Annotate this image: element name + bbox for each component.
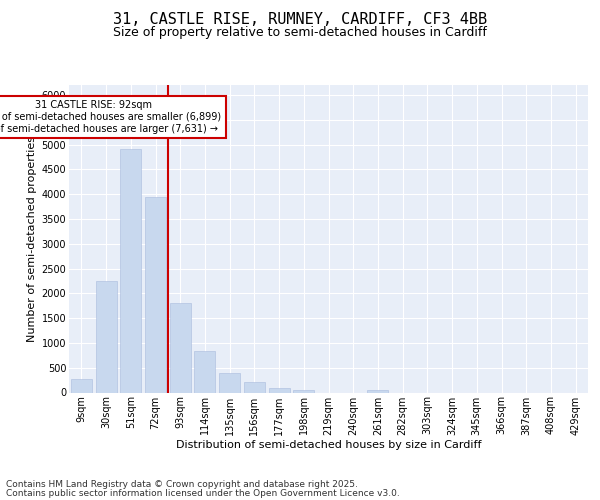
Bar bbox=[145, 196, 166, 392]
Bar bbox=[120, 150, 141, 392]
Bar bbox=[95, 281, 116, 392]
Bar bbox=[293, 390, 314, 392]
Y-axis label: Number of semi-detached properties: Number of semi-detached properties bbox=[28, 136, 37, 342]
Bar bbox=[71, 379, 92, 392]
Bar bbox=[367, 390, 388, 392]
Text: 31, CASTLE RISE, RUMNEY, CARDIFF, CF3 4BB: 31, CASTLE RISE, RUMNEY, CARDIFF, CF3 4B… bbox=[113, 12, 487, 28]
Text: Contains HM Land Registry data © Crown copyright and database right 2025.: Contains HM Land Registry data © Crown c… bbox=[6, 480, 358, 489]
Text: Size of property relative to semi-detached houses in Cardiff: Size of property relative to semi-detach… bbox=[113, 26, 487, 39]
Text: 31 CASTLE RISE: 92sqm
← 47% of semi-detached houses are smaller (6,899)
52% of s: 31 CASTLE RISE: 92sqm ← 47% of semi-deta… bbox=[0, 100, 221, 134]
Bar bbox=[269, 388, 290, 392]
Bar bbox=[170, 303, 191, 392]
Text: Contains public sector information licensed under the Open Government Licence v3: Contains public sector information licen… bbox=[6, 490, 400, 498]
X-axis label: Distribution of semi-detached houses by size in Cardiff: Distribution of semi-detached houses by … bbox=[176, 440, 481, 450]
Bar bbox=[244, 382, 265, 392]
Bar bbox=[219, 373, 240, 392]
Bar bbox=[194, 352, 215, 393]
